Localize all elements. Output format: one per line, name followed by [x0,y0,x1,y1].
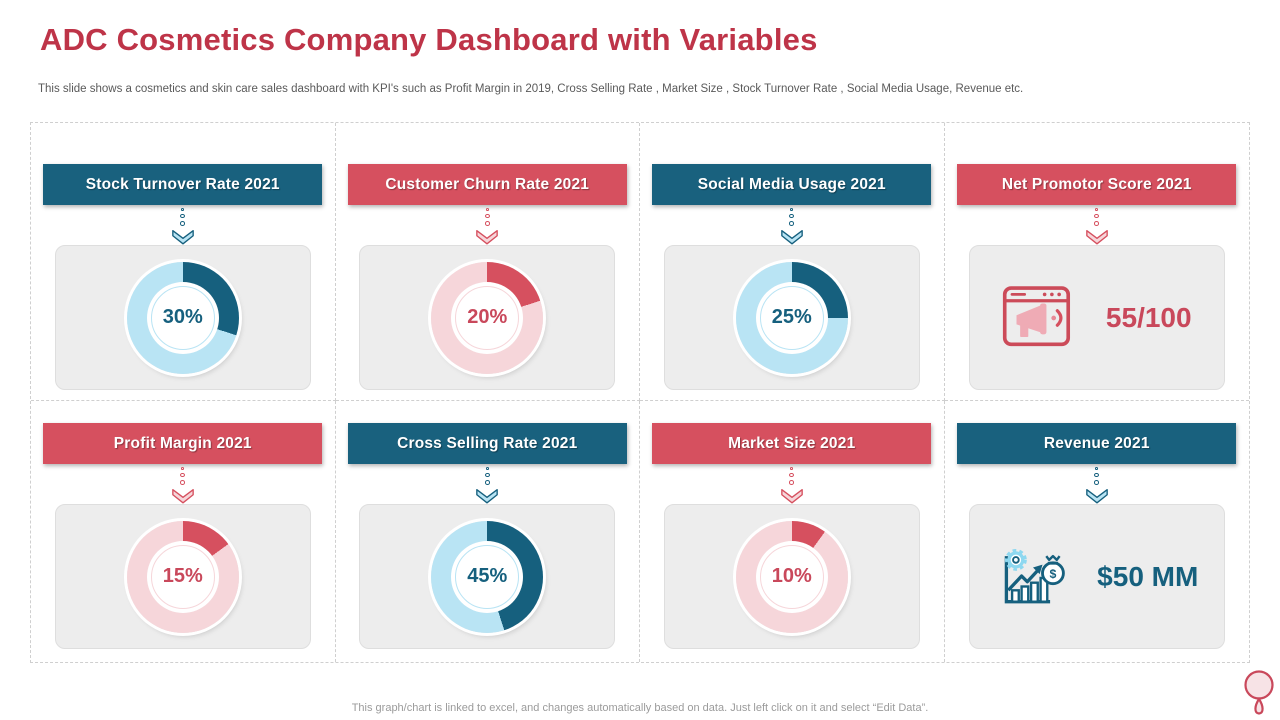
kpi-card-header[interactable]: Customer Churn Rate 2021 [347,164,627,205]
kpi-card-revenue: Revenue 2021 [945,401,1250,662]
stat-panel[interactable]: $ $50 MM [968,504,1225,649]
chart-panel[interactable]: 45% [359,504,616,649]
connector-dot [1094,221,1100,226]
connector-dot [1094,472,1100,478]
kpi-card-header[interactable]: Cross Selling Rate 2021 [347,423,627,464]
connector-dot [789,213,795,219]
connector-dot [790,467,794,470]
connector-dot [1094,213,1100,219]
kpi-card-stock-turnover: Stock Turnover Rate 2021 30% [31,123,336,401]
donut-center-value: 15% [162,565,203,587]
connector [1082,205,1112,245]
kpi-card-header[interactable]: Revenue 2021 [957,423,1237,464]
slide-subtitle: This slide shows a cosmetics and skin ca… [38,83,1024,95]
connector [472,205,502,245]
kpi-card-header[interactable]: Profit Margin 2021 [43,423,323,464]
connector-dot [790,208,794,211]
chart-panel[interactable]: 25% [663,245,920,390]
chevron-down-icon [476,488,499,504]
kpi-card-profit-margin: Profit Margin 2021 15% [31,401,336,662]
donut-chart[interactable]: 25% [735,261,848,374]
chart-panel[interactable]: 10% [663,504,920,649]
revenue-growth-icon: $ [1004,548,1065,603]
donut-hole: 10% [755,540,828,613]
connector-dot [484,472,490,478]
chart-panel[interactable]: 20% [359,245,616,390]
chevron-down-icon [171,229,194,245]
connector-dot [1094,480,1100,485]
connector-dot [1095,467,1099,470]
donut-chart[interactable]: 45% [431,520,544,633]
kpi-card-header[interactable]: Net Promotor Score 2021 [957,164,1237,205]
connector [472,464,502,504]
kpi-card-social-media: Social Media Usage 2021 25% [640,123,945,401]
chevron-down-icon [780,488,803,504]
stat-panel[interactable]: 55/100 [968,245,1225,390]
page-title: ADC Cosmetics Company Dashboard with Var… [40,22,818,57]
donut-hole: 20% [451,281,524,354]
donut-hole: 25% [755,281,828,354]
donut-center-value: 20% [467,306,508,328]
connector-dot [484,480,490,485]
hand-mirror-icon [1244,670,1274,715]
donut-center-value: 25% [771,306,812,328]
donut-chart[interactable]: 20% [431,261,544,374]
donut-hole: 30% [146,281,219,354]
donut-chart[interactable]: 15% [126,520,239,633]
chevron-down-icon [780,229,803,245]
connector-dot [789,472,795,478]
donut-hole: 45% [451,540,524,613]
kpi-card-header[interactable]: Stock Turnover Rate 2021 [43,164,323,205]
donut-hole: 15% [146,540,219,613]
connector-dot [180,472,186,478]
connector-dot [180,213,186,219]
connector-dot [485,467,489,470]
connector-dot [485,208,489,211]
kpi-card-customer-churn: Customer Churn Rate 2021 20% [335,123,640,401]
kpi-grid: Stock Turnover Rate 2021 30% Customer Ch… [30,122,1250,663]
chevron-down-icon [1085,488,1108,504]
kpi-card-header[interactable]: Social Media Usage 2021 [652,164,932,205]
donut-chart[interactable]: 30% [126,261,239,374]
stat-value: $50 MM [1097,560,1199,592]
connector-dot [181,208,185,211]
donut-center-value: 45% [467,565,508,587]
connector [777,464,807,504]
connector-dot [789,221,795,226]
megaphone-window-icon [1002,285,1070,346]
connector-dot [181,467,185,470]
svg-text:$: $ [1050,566,1057,580]
connector-dot [180,221,186,226]
connector-dot [1095,208,1099,211]
chevron-down-icon [171,488,194,504]
kpi-card-net-promotor-score: Net Promotor Score 2021 [944,123,1249,401]
chart-panel[interactable]: 15% [54,504,311,649]
kpi-card-header[interactable]: Market Size 2021 [652,423,932,464]
kpi-card-cross-selling: Cross Selling Rate 2021 45% [336,401,640,662]
connector [168,464,198,504]
donut-chart[interactable]: 10% [735,520,848,633]
connector-dot [484,221,490,226]
connector [168,205,198,245]
chart-panel[interactable]: 30% [54,245,311,390]
kpi-card-market-size: Market Size 2021 10% [640,401,945,662]
connector-dot [484,213,490,219]
stat-value: 55/100 [1105,301,1192,333]
connector-dot [789,480,795,485]
donut-center-value: 30% [162,306,203,328]
donut-center-value: 10% [771,565,812,587]
connector-dot [180,480,186,485]
excel-link-note: This graph/chart is linked to excel, and… [351,702,929,714]
connector [1082,464,1112,504]
chevron-down-icon [476,229,499,245]
connector [777,205,807,245]
chevron-down-icon [1085,229,1108,245]
